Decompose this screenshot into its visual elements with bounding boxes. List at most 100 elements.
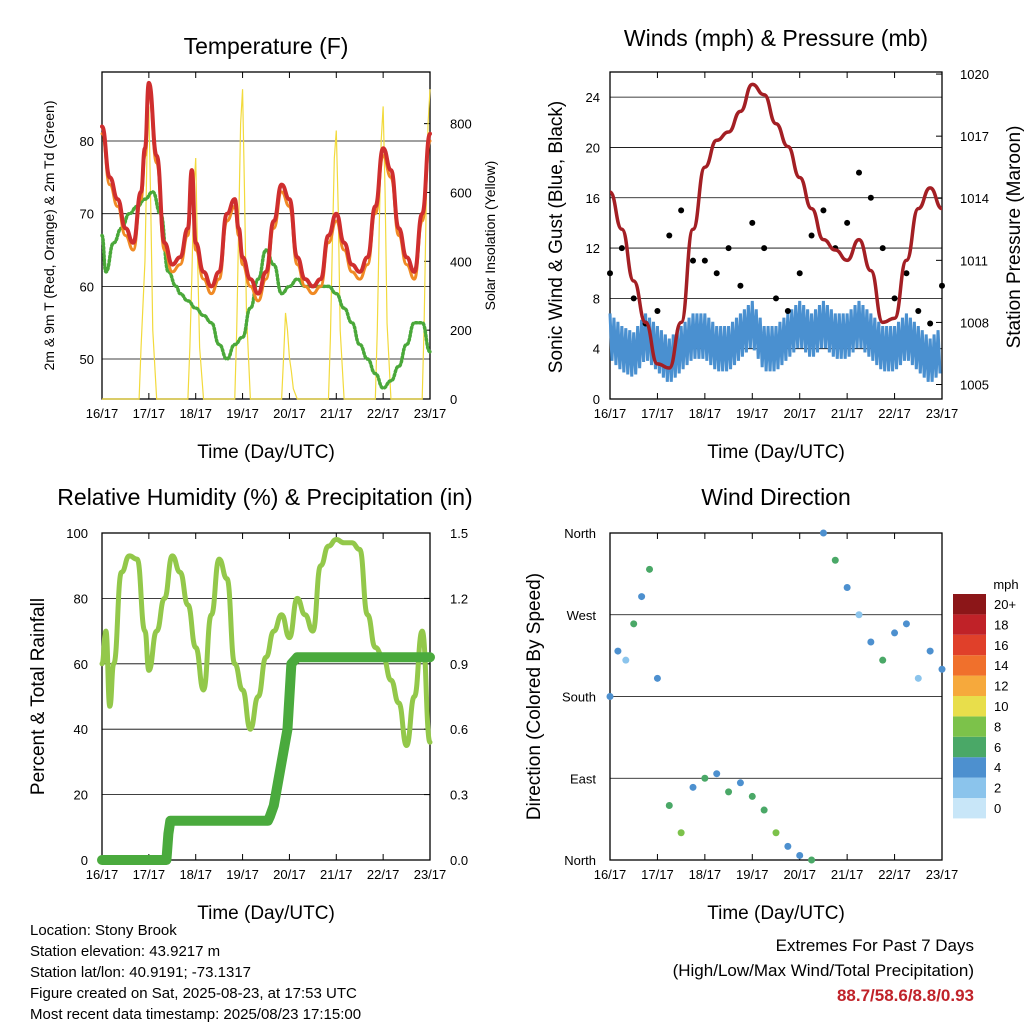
elevation-text: Station elevation: 43.9217 m (30, 943, 221, 960)
gust-point (749, 219, 756, 226)
y-right-tick-label: 200 (450, 323, 472, 338)
extremes-subheading: (High/Low/Max Wind/Total Precipitation) (672, 961, 974, 980)
colorbar-label: 2 (994, 781, 1001, 796)
y-tick-label: 8 (593, 291, 600, 306)
direction-point (879, 656, 887, 664)
x-tick-label: 23/17 (414, 406, 447, 421)
gust-point (915, 307, 922, 314)
gust-point (713, 270, 720, 277)
y-tick-label: 0 (593, 392, 600, 407)
x-tick-label: 16/17 (594, 406, 627, 421)
direction-point (665, 802, 673, 809)
y-axis-label: 2m & 9m T (Red, Orange) & 2m Td (Green) (41, 101, 57, 371)
chart-title: Wind Direction (701, 484, 851, 510)
x-axis-label: Time (Day/UTC) (707, 903, 845, 924)
extremes-heading: Extremes For Past 7 Days (775, 936, 974, 955)
chart-title: Winds (mph) & Pressure (mb) (624, 25, 928, 51)
x-tick-label: 18/17 (689, 406, 722, 421)
direction-point (938, 665, 946, 673)
y-right-tick-label: 0.3 (450, 788, 468, 803)
winds-pressure-chart: Winds (mph) & Pressure (mb) 16/17 17/17 18/… (546, 25, 1024, 463)
direction-point (784, 842, 792, 850)
y-right-tick-label: 0.9 (450, 657, 468, 672)
direction-point (646, 565, 654, 573)
x-axis-label: Time (Day/UTC) (197, 903, 335, 924)
direction-point (725, 788, 733, 796)
y-right-tick-label: 1.2 (450, 591, 468, 606)
y-tick-label: 60 (80, 279, 94, 294)
speed-colorbar: mph 0 2 4 6 8 10 12 14 16 18 20+ (953, 577, 1019, 819)
gust-point (737, 282, 744, 289)
y-axis-label: Direction (Colored By Speed) (524, 573, 545, 820)
x-tick-label: 21/17 (831, 406, 864, 421)
direction-point (713, 770, 721, 778)
direction-point (819, 529, 827, 537)
colorbar-swatch (953, 696, 986, 717)
colorbar-label: 12 (994, 679, 1008, 694)
x-tick-label: 22/17 (878, 406, 911, 421)
y-tick-label: 80 (80, 134, 94, 149)
x-tick-label: 18/17 (689, 867, 722, 882)
x-tick-label: 22/17 (878, 867, 911, 882)
direction-point (902, 620, 910, 628)
extremes-values: 88.7/58.6/8.8/0.93 (836, 986, 974, 1005)
colorbar-swatch (953, 675, 986, 696)
y-tick-label: 0 (81, 853, 88, 868)
x-tick-label: 17/17 (133, 867, 166, 882)
x-tick-label: 17/17 (641, 406, 674, 421)
y-axis-label: Percent & Total Rainfall (28, 598, 49, 795)
colorbar-swatch (953, 716, 986, 737)
y-tick-label: 80 (74, 591, 88, 606)
direction-point (891, 629, 899, 637)
y-right-tick-label: 1008 (960, 315, 989, 330)
x-tick-label: 19/17 (226, 406, 259, 421)
direction-point (772, 829, 780, 837)
location-text: Location: Stony Brook (30, 922, 177, 939)
x-tick-label: 18/17 (179, 406, 212, 421)
colorbar-swatch (953, 634, 986, 656)
x-tick-label: 20/17 (273, 406, 306, 421)
y-tick-label: 20 (74, 788, 88, 803)
direction-point (926, 647, 934, 655)
gust-point (879, 245, 886, 252)
y-axis-label: Sonic Wind & Gust (Blue, Black) (546, 101, 567, 373)
gust-point (927, 320, 934, 327)
y-tick-label: 60 (74, 657, 88, 672)
x-tick-label: 21/17 (831, 867, 864, 882)
gust-point (725, 245, 732, 252)
direction-point (653, 674, 661, 682)
direction-point (843, 584, 851, 591)
y-right-tick-label: 1.5 (450, 526, 468, 541)
colorbar-label: 8 (994, 719, 1001, 734)
gust-point (701, 257, 708, 264)
colorbar-title: mph (993, 577, 1018, 592)
gust-point (690, 257, 696, 264)
chart-title: Temperature (F) (184, 33, 349, 59)
y-tick-label: 24 (586, 90, 600, 105)
y-tick-label: 70 (80, 207, 94, 222)
gust-point (678, 207, 685, 214)
plot-frame (609, 71, 943, 400)
gust-point (867, 194, 874, 201)
y-right-tick-label: 0 (450, 392, 457, 407)
gust-point (784, 307, 791, 314)
x-tick-label: 23/17 (926, 867, 959, 882)
series-sonic-wind (608, 300, 942, 382)
x-tick-label: 23/17 (926, 406, 959, 421)
colorbar-label: 16 (994, 638, 1008, 653)
colorbar-swatch (953, 777, 986, 798)
series-solar-insolation (102, 89, 431, 400)
colorbar-label: 18 (994, 617, 1008, 632)
direction-point (638, 593, 646, 601)
direction-point (736, 779, 744, 787)
gust-point (618, 245, 625, 252)
colorbar-label: 20+ (994, 597, 1016, 612)
x-tick-label: 21/17 (320, 867, 353, 882)
direction-point (760, 806, 768, 814)
y-tick-label: East (570, 771, 596, 786)
y-right-tick-label: 0.0 (450, 853, 468, 868)
x-tick-label: 19/17 (226, 867, 259, 882)
gust-point (891, 295, 898, 302)
y-right-tick-label: 1020 (960, 67, 989, 82)
